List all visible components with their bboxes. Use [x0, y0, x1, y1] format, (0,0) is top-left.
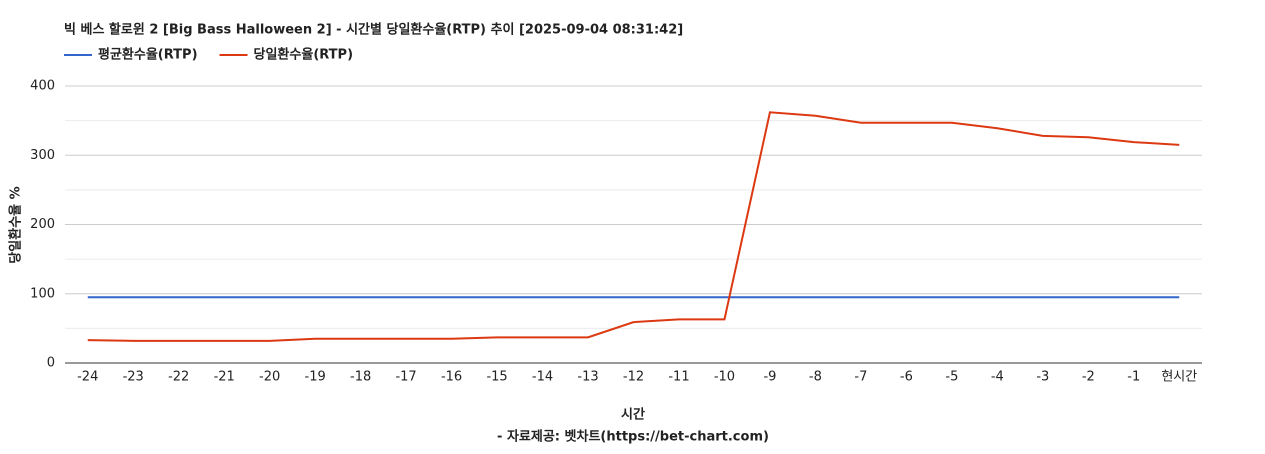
y-axis-label: 당일환수율 % — [8, 186, 24, 263]
x-tick-label: -7 — [854, 370, 867, 385]
legend-label: 평균환수율(RTP) — [98, 47, 198, 63]
y-tick-label: 200 — [30, 217, 55, 232]
x-tick-label: -13 — [577, 370, 598, 385]
y-tick-label: 0 — [47, 356, 55, 371]
x-tick-label: -22 — [168, 370, 189, 385]
x-tick-label: 현시간 — [1161, 370, 1197, 385]
x-tick-label: -14 — [532, 370, 553, 385]
x-tick-label: -1 — [1127, 370, 1140, 385]
series-line — [87, 111, 1180, 342]
x-tick-label: -17 — [395, 370, 416, 385]
x-axis-label: 시간 — [621, 407, 645, 423]
x-tick-label: -5 — [945, 370, 958, 385]
x-tick-label: -3 — [1036, 370, 1049, 385]
x-tick-label: -4 — [991, 370, 1004, 385]
y-tick-label: 400 — [30, 79, 55, 94]
legend-label: 당일환수율(RTP) — [254, 47, 354, 63]
x-tick-label: -20 — [259, 370, 280, 385]
x-tick-label: -11 — [668, 370, 689, 385]
x-tick-label: -10 — [714, 370, 735, 385]
x-tick-label: -21 — [214, 370, 235, 385]
x-tick-label: -9 — [763, 370, 776, 385]
x-tick-label: -19 — [305, 370, 326, 385]
source: - 자료제공: 벳차트(https://bet-chart.com) — [497, 429, 769, 445]
x-tick-label: -6 — [900, 370, 913, 385]
x-tick-label: -2 — [1082, 370, 1095, 385]
x-tick-label: -12 — [623, 370, 644, 385]
y-tick-label: 100 — [30, 286, 55, 301]
chart-title: 빅 베스 할로윈 2 [Big Bass Halloween 2] - 시간별 … — [64, 22, 683, 38]
x-tick-label: -16 — [441, 370, 462, 385]
x-tick-label: -23 — [123, 370, 144, 385]
x-tick-label: -18 — [350, 370, 371, 385]
y-tick-label: 300 — [30, 148, 55, 163]
x-tick-label: -15 — [486, 370, 507, 385]
x-tick-label: -24 — [77, 370, 98, 385]
x-tick-label: -8 — [809, 370, 822, 385]
